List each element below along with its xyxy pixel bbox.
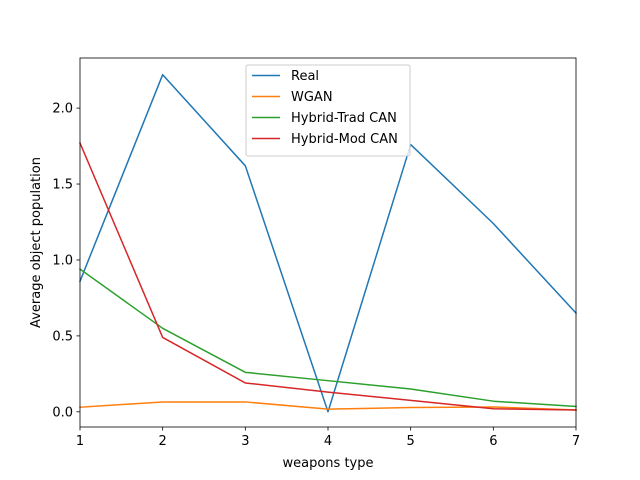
legend: Real WGAN Hybrid-Trad CAN Hybrid-Mod CAN xyxy=(245,64,411,157)
legend-box xyxy=(245,64,411,157)
series-line-hybrid-mod-can xyxy=(79,142,577,411)
series-line-hybrid-trad-can xyxy=(78,268,577,408)
x-tick-label: 5 xyxy=(407,434,415,449)
x-tick-label: 2 xyxy=(159,434,167,449)
legend-label: Hybrid-Trad CAN xyxy=(291,111,397,126)
x-tick-label: 6 xyxy=(489,434,497,449)
y-tick-label: 2.0 xyxy=(52,102,73,117)
y-tick-label: 0.5 xyxy=(52,329,73,344)
x-tick-label: 3 xyxy=(241,434,249,449)
x-tick-label: 1 xyxy=(76,434,84,449)
legend-label: Hybrid-Mod CAN xyxy=(291,132,398,147)
series-line-real xyxy=(79,73,578,413)
series-layer xyxy=(78,73,578,413)
legend-label: WGAN xyxy=(291,90,333,105)
y-tick-label: 1.0 xyxy=(52,253,73,268)
legend-label: Real xyxy=(291,69,319,84)
y-tick-label: 0.0 xyxy=(52,405,73,420)
x-axis-label: weapons type xyxy=(283,456,374,471)
y-axis-label: Average object population xyxy=(29,157,44,328)
y-tick-label: 1.5 xyxy=(52,178,73,193)
x-tick-label: 7 xyxy=(572,434,580,449)
x-tick-label: 4 xyxy=(324,434,332,449)
series-line-wgan xyxy=(79,401,577,411)
axes-layer: 1 2 3 4 5 6 7 0.0 0.5 1.0 1.5 2.0 xyxy=(52,57,580,449)
